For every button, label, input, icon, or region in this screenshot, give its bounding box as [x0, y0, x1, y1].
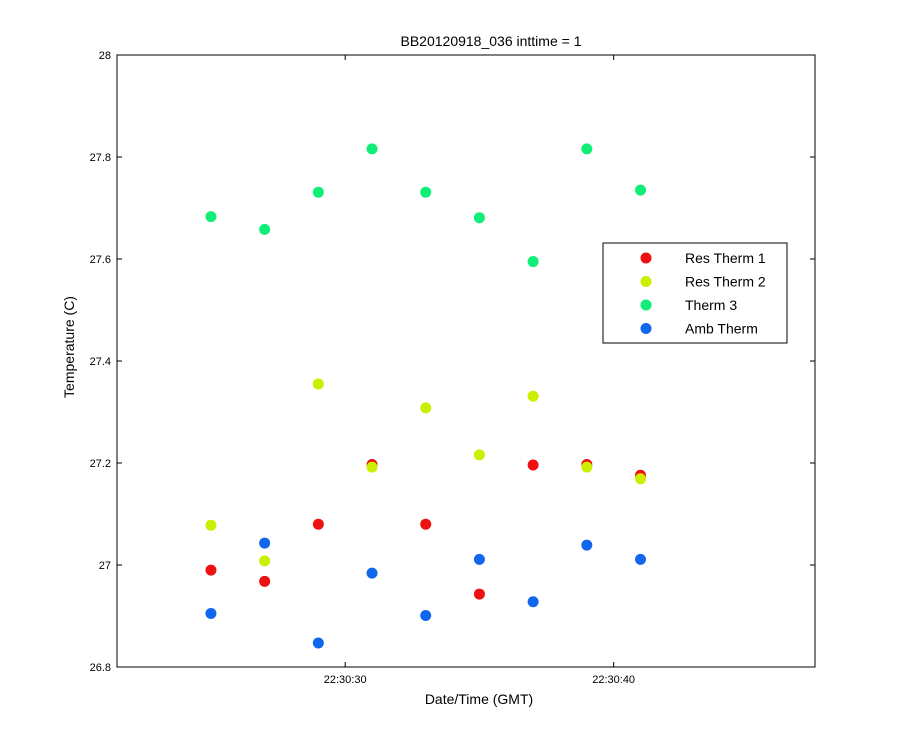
legend-label-amb-therm: Amb Therm — [685, 321, 758, 337]
x-axis-ticks: 22:30:30 22:30:40 — [324, 55, 635, 686]
legend-marker-res-therm-1 — [640, 252, 652, 264]
point-therm-3 — [205, 211, 217, 223]
point-amb-therm — [635, 553, 646, 565]
point-therm-3 — [366, 143, 378, 155]
point-res-therm-2 — [473, 449, 485, 461]
x-axis-title: Date/Time (GMT) — [425, 691, 533, 707]
x-tick-label: 22:30:40 — [592, 674, 635, 686]
y-tick-label: 27.4 — [90, 356, 111, 368]
y-tick-label: 27.6 — [90, 254, 111, 266]
point-res-therm-2 — [312, 378, 324, 390]
point-res-therm-1 — [473, 588, 485, 600]
point-therm-3 — [527, 256, 539, 268]
point-amb-therm — [259, 537, 271, 549]
point-res-therm-2 — [635, 473, 646, 485]
legend-marker-amb-therm — [640, 323, 652, 334]
point-res-therm-1 — [312, 518, 324, 530]
point-amb-therm — [312, 637, 324, 649]
point-res-therm-1 — [205, 564, 217, 576]
point-res-therm-2 — [259, 555, 271, 567]
legend-label-therm-3: Therm 3 — [685, 297, 737, 313]
legend-marker-res-therm-2 — [640, 276, 652, 287]
legend-box — [602, 242, 788, 344]
point-therm-3 — [420, 186, 432, 198]
point-res-therm-2 — [581, 461, 593, 473]
legend-marker-therm-3 — [640, 299, 652, 311]
point-amb-therm — [205, 607, 217, 619]
point-amb-therm — [581, 539, 593, 551]
point-therm-3 — [635, 184, 646, 196]
point-amb-therm — [420, 609, 432, 621]
y-tick-label: 26.8 — [90, 662, 111, 674]
point-res-therm-2 — [420, 402, 432, 414]
point-res-therm-1 — [527, 459, 539, 471]
legend-label-res-therm-2: Res Therm 2 — [685, 274, 766, 290]
point-therm-3 — [581, 143, 593, 155]
y-axis-title: Temperature (C) — [61, 296, 77, 398]
y-axis-ticks: 26.8 27 27.2 27.4 27.6 27.8 28 — [90, 50, 815, 674]
point-res-therm-1 — [420, 518, 432, 530]
point-res-therm-2 — [366, 461, 378, 473]
point-res-therm-2 — [205, 519, 217, 531]
point-amb-therm — [366, 567, 378, 579]
point-therm-3 — [473, 212, 485, 224]
y-tick-label: 27 — [99, 560, 111, 572]
x-tick-label: 22:30:30 — [324, 674, 367, 686]
point-therm-3 — [312, 186, 324, 198]
point-therm-3 — [259, 223, 271, 235]
y-tick-label: 28 — [99, 50, 111, 62]
point-res-therm-1 — [259, 575, 271, 587]
chart-title: BB20120918_036 inttime = 1 — [401, 33, 582, 49]
point-amb-therm — [527, 596, 539, 608]
point-amb-therm — [473, 553, 485, 565]
y-tick-label: 27.8 — [90, 152, 111, 164]
legend: Res Therm 1 Res Therm 2 Therm 3 Amb Therm — [602, 242, 788, 344]
y-tick-label: 27.2 — [90, 458, 111, 470]
plot-area — [116, 54, 816, 668]
legend-label-res-therm-1: Res Therm 1 — [685, 250, 766, 266]
point-res-therm-2 — [527, 390, 539, 402]
data-points — [205, 143, 646, 649]
